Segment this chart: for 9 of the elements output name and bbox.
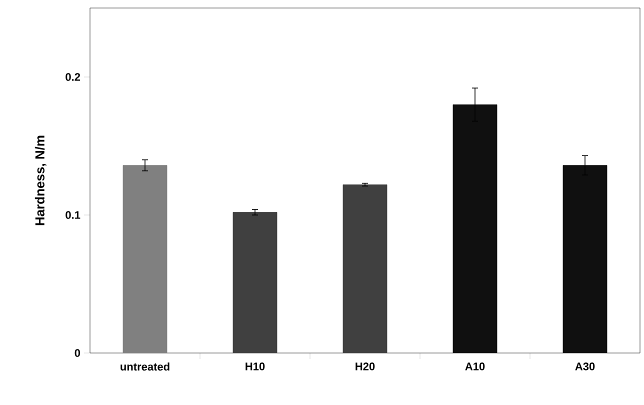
y-tick-label: 0 [74,349,80,357]
x-tick-label: A30 [575,362,595,370]
x-tick-label: untreated [120,362,170,371]
x-tick-label: H20 [356,362,375,370]
y-tick-label: 0.1 [66,211,80,219]
x-tick-label: A10 [465,362,485,370]
x-tick-label: H10 [246,362,265,370]
y-tick-label: 0.2 [66,73,80,81]
y-axis-title: Hardness, N/m [34,136,46,226]
